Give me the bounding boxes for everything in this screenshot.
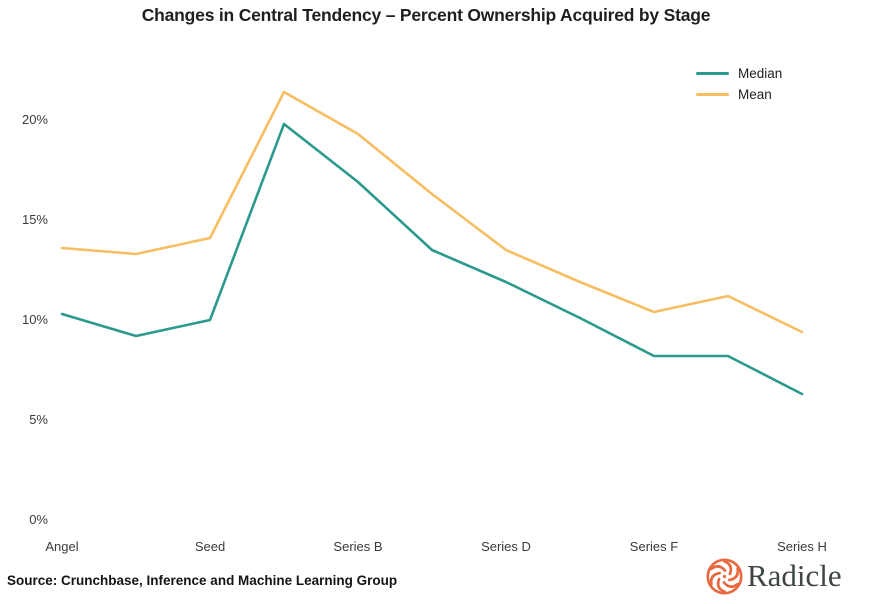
y-tick-10pct: 10% [21,312,48,327]
mean-line [60,90,804,334]
y-tick-5pct: 5% [29,412,48,427]
legend: Median Mean [696,63,782,105]
radicle-icon [706,558,743,595]
source-note: Source: Crunchbase, Inference and Machin… [7,573,398,588]
y-tick-20pct: 20% [21,112,48,127]
x-tick-series-f: Series F [629,539,679,554]
legend-label-mean: Mean [738,87,772,102]
legend-item-median: Median [696,63,782,84]
x-tick-series-h: Series H [777,539,827,554]
y-tick-0pct: 0% [29,512,48,527]
radicle-wordmark: Radicle [747,558,842,593]
median-line [60,122,804,396]
legend-item-mean: Mean [696,84,782,105]
x-tick-series-d: Series D [481,539,531,554]
brand-logo: Radicle [704,554,864,600]
x-tick-series-b: Series B [333,539,383,554]
legend-label-median: Median [738,66,783,81]
chart-title: Changes in Central Tendency – Percent Ow… [141,5,711,25]
x-tick-angel: Angel [45,539,79,554]
x-tick-seed: Seed [194,539,226,554]
mean-line-swatch [696,92,729,97]
median-line-swatch [696,71,729,76]
y-tick-15pct: 15% [21,212,48,227]
